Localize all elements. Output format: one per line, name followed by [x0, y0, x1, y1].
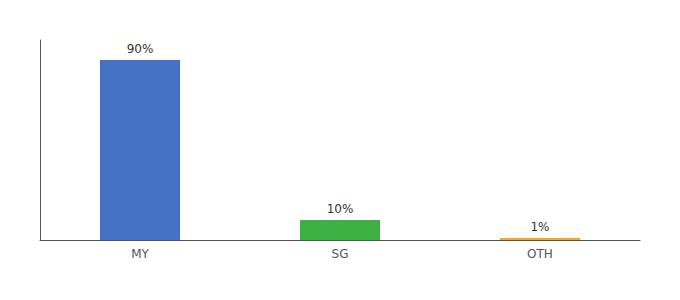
svg-text:1%: 1%	[530, 220, 549, 234]
svg-text:OTH: OTH	[527, 247, 553, 261]
svg-text:SG: SG	[332, 247, 349, 261]
svg-text:10%: 10%	[327, 202, 354, 216]
svg-text:90%: 90%	[127, 42, 154, 56]
svg-text:MY: MY	[131, 247, 149, 261]
